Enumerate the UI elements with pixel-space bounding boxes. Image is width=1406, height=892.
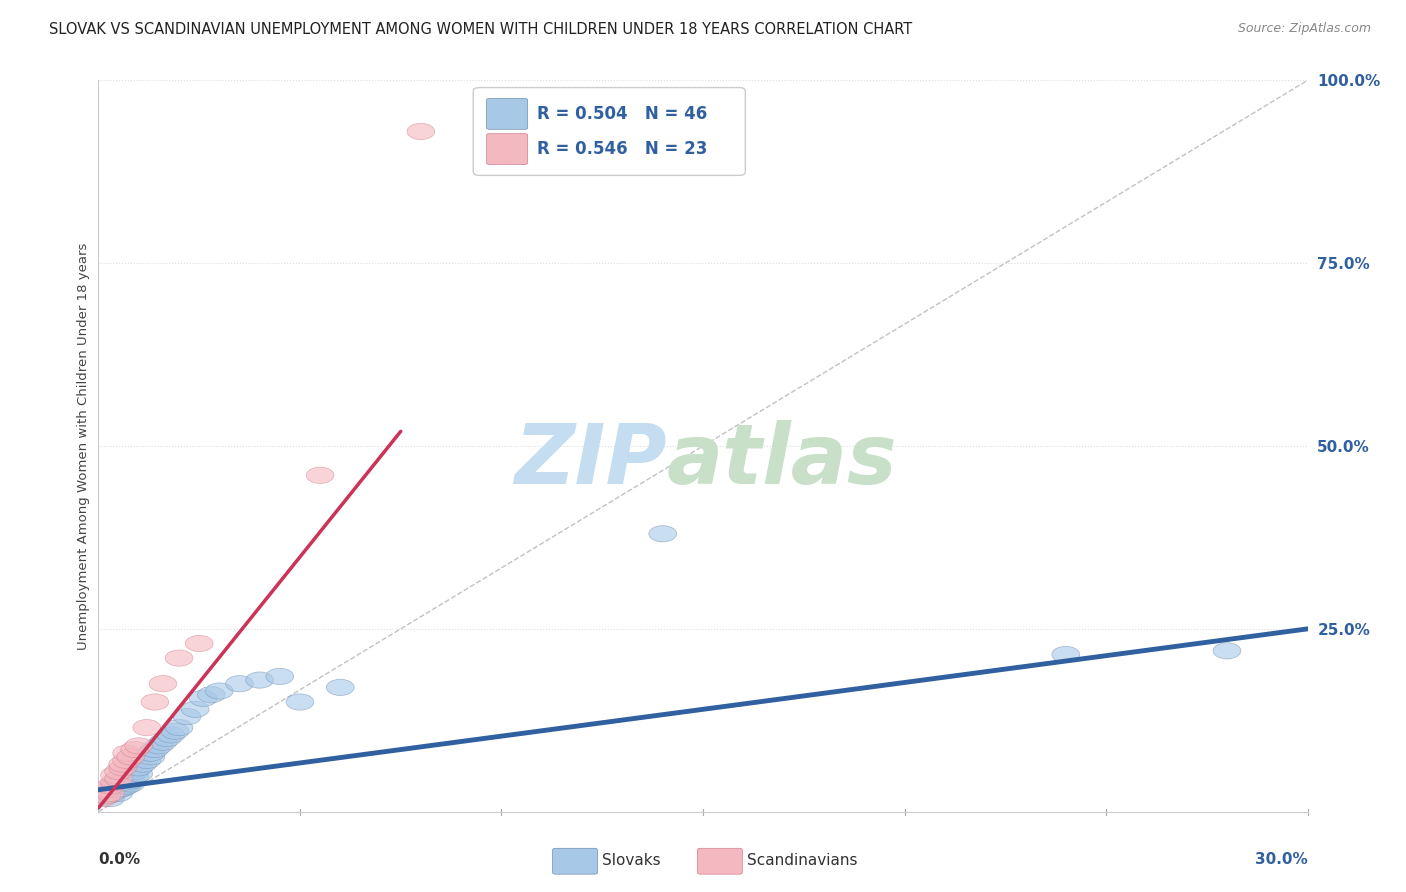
Ellipse shape	[117, 748, 145, 765]
Ellipse shape	[162, 723, 188, 739]
Ellipse shape	[108, 756, 136, 772]
Ellipse shape	[648, 525, 676, 542]
Ellipse shape	[153, 731, 181, 747]
Ellipse shape	[101, 774, 128, 790]
Ellipse shape	[104, 776, 132, 792]
Ellipse shape	[117, 772, 145, 789]
Ellipse shape	[225, 675, 253, 692]
Ellipse shape	[112, 778, 141, 794]
Ellipse shape	[1052, 647, 1080, 663]
Ellipse shape	[93, 788, 121, 804]
Ellipse shape	[190, 690, 217, 706]
Text: 30.0%: 30.0%	[1254, 852, 1308, 867]
Text: ZIP: ZIP	[515, 420, 666, 501]
Ellipse shape	[136, 748, 165, 765]
Ellipse shape	[104, 785, 132, 802]
Ellipse shape	[104, 764, 132, 780]
Ellipse shape	[121, 764, 149, 780]
Ellipse shape	[157, 727, 184, 743]
Ellipse shape	[173, 708, 201, 725]
Text: SLOVAK VS SCANDINAVIAN UNEMPLOYMENT AMONG WOMEN WITH CHILDREN UNDER 18 YEARS COR: SLOVAK VS SCANDINAVIAN UNEMPLOYMENT AMON…	[49, 22, 912, 37]
Text: Slovaks: Slovaks	[602, 854, 661, 868]
Text: R = 0.546   N = 23: R = 0.546 N = 23	[537, 140, 707, 158]
Ellipse shape	[307, 467, 335, 483]
Ellipse shape	[108, 760, 136, 776]
Ellipse shape	[112, 745, 141, 762]
Ellipse shape	[326, 679, 354, 696]
Ellipse shape	[97, 785, 124, 802]
Ellipse shape	[125, 765, 153, 781]
Ellipse shape	[101, 783, 128, 799]
Text: atlas: atlas	[666, 420, 897, 501]
Ellipse shape	[93, 788, 121, 804]
Ellipse shape	[117, 776, 145, 792]
Ellipse shape	[112, 771, 141, 787]
Ellipse shape	[97, 781, 124, 798]
Ellipse shape	[101, 778, 128, 794]
Ellipse shape	[1213, 642, 1241, 659]
Ellipse shape	[197, 687, 225, 703]
Ellipse shape	[145, 738, 173, 754]
Ellipse shape	[125, 760, 153, 776]
Ellipse shape	[121, 741, 149, 757]
FancyBboxPatch shape	[474, 87, 745, 176]
Ellipse shape	[93, 785, 121, 802]
Ellipse shape	[89, 790, 117, 806]
Ellipse shape	[108, 774, 136, 790]
Ellipse shape	[93, 781, 121, 798]
Ellipse shape	[89, 789, 117, 805]
Ellipse shape	[136, 745, 165, 762]
Ellipse shape	[97, 787, 124, 803]
Ellipse shape	[134, 720, 160, 736]
Ellipse shape	[165, 720, 193, 736]
Text: Scandinavians: Scandinavians	[747, 854, 858, 868]
Ellipse shape	[406, 123, 434, 140]
Ellipse shape	[266, 668, 294, 684]
Ellipse shape	[97, 790, 124, 806]
Ellipse shape	[112, 752, 141, 769]
Ellipse shape	[149, 734, 177, 750]
Ellipse shape	[97, 778, 124, 794]
Ellipse shape	[104, 781, 132, 798]
Ellipse shape	[165, 650, 193, 666]
Ellipse shape	[125, 738, 153, 754]
Ellipse shape	[285, 694, 314, 710]
Ellipse shape	[129, 756, 156, 772]
Ellipse shape	[149, 675, 177, 692]
Ellipse shape	[117, 767, 145, 783]
Text: Source: ZipAtlas.com: Source: ZipAtlas.com	[1237, 22, 1371, 36]
Ellipse shape	[104, 771, 132, 787]
Text: R = 0.504   N = 46: R = 0.504 N = 46	[537, 105, 707, 123]
Ellipse shape	[121, 769, 149, 785]
FancyBboxPatch shape	[486, 98, 527, 129]
Ellipse shape	[101, 767, 128, 783]
Ellipse shape	[141, 741, 169, 757]
Ellipse shape	[108, 780, 136, 797]
Text: 0.0%: 0.0%	[98, 852, 141, 867]
Ellipse shape	[186, 635, 214, 652]
FancyBboxPatch shape	[486, 134, 527, 164]
Ellipse shape	[205, 683, 233, 699]
Ellipse shape	[181, 701, 209, 717]
Ellipse shape	[134, 752, 160, 769]
Ellipse shape	[246, 672, 274, 689]
Ellipse shape	[141, 694, 169, 710]
Y-axis label: Unemployment Among Women with Children Under 18 years: Unemployment Among Women with Children U…	[77, 243, 90, 649]
